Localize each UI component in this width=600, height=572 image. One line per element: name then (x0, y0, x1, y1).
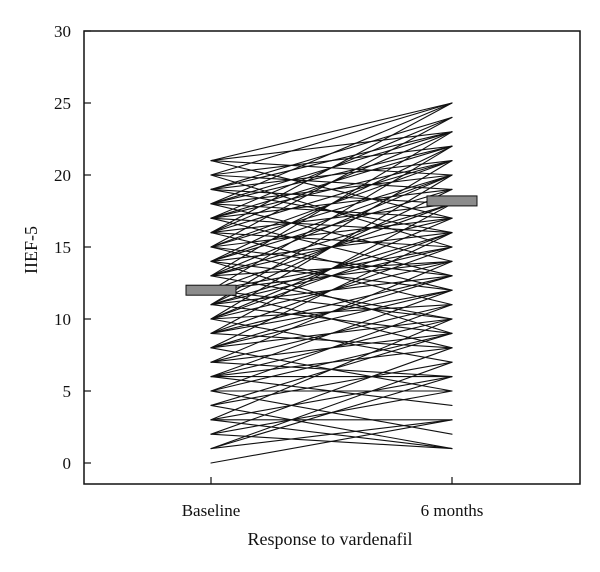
patient-line (210, 160, 453, 248)
patient-line (210, 131, 453, 234)
x-tick-label: 6 months (421, 501, 484, 520)
y-tick-label: 25 (54, 94, 71, 113)
patient-line (210, 260, 453, 334)
y-axis-label: IIEF-5 (21, 226, 41, 274)
patient-line (210, 246, 453, 306)
patient-line (210, 131, 453, 162)
x-tick-label: Baseline (182, 501, 241, 520)
y-tick-label: 30 (54, 22, 71, 41)
patient-line (210, 232, 453, 291)
y-tick-label: 5 (63, 382, 72, 401)
patient-line (210, 318, 453, 363)
patient-line (210, 361, 453, 406)
y-tick-label: 15 (54, 238, 71, 257)
patient-line (210, 188, 453, 205)
patient-line (210, 404, 453, 450)
patient-line (210, 203, 453, 277)
patient-line (210, 160, 453, 176)
patient-line (210, 332, 453, 363)
patient-line (210, 174, 453, 248)
patient-line (210, 390, 453, 435)
y-tick-label: 10 (54, 310, 71, 329)
patient-line (210, 289, 453, 349)
patient-line (210, 102, 453, 162)
x-axis: Baseline 6 months (182, 477, 484, 520)
patient-line (210, 131, 453, 190)
patient-line (210, 304, 453, 320)
patient-line (210, 361, 453, 450)
patient-line (210, 419, 453, 450)
y-tick-label: 20 (54, 166, 71, 185)
patient-line (210, 275, 453, 306)
patient-line (210, 203, 453, 262)
patient-line (210, 275, 453, 334)
y-tick-label: 0 (63, 454, 72, 473)
patient-line (210, 217, 453, 234)
patient-line (210, 102, 453, 176)
patient-line (210, 347, 453, 392)
patient-line (210, 174, 453, 262)
patient-line (210, 376, 453, 421)
patient-line (210, 433, 453, 450)
baseline-mean-marker (185, 284, 237, 296)
six-month-mean-marker (426, 195, 478, 207)
y-axis: 0 5 10 15 20 25 30 (54, 22, 91, 473)
paired-lines-layer (210, 102, 453, 464)
patient-line (210, 160, 453, 219)
patient-line (210, 347, 453, 378)
patient-line (210, 145, 453, 205)
mean-markers-layer (185, 195, 478, 296)
patient-line (210, 318, 453, 349)
plot-frame (83, 30, 581, 485)
x-axis-label: Response to vardenafil (248, 529, 413, 549)
